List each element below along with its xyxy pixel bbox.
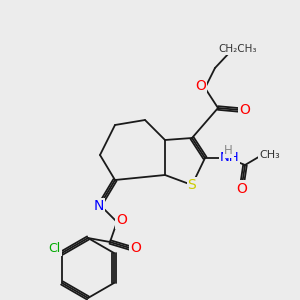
Text: S: S xyxy=(188,178,196,192)
Text: O: O xyxy=(130,241,141,255)
Text: CH₂CH₃: CH₂CH₃ xyxy=(218,44,257,54)
Text: H: H xyxy=(224,144,233,157)
Text: NH: NH xyxy=(220,151,239,164)
Text: O: O xyxy=(116,214,127,227)
Text: O: O xyxy=(237,182,248,196)
Text: O: O xyxy=(239,103,250,117)
Text: Cl: Cl xyxy=(48,242,61,255)
Text: O: O xyxy=(195,80,206,94)
Text: CH₃: CH₃ xyxy=(259,150,280,160)
Text: N: N xyxy=(93,200,104,214)
